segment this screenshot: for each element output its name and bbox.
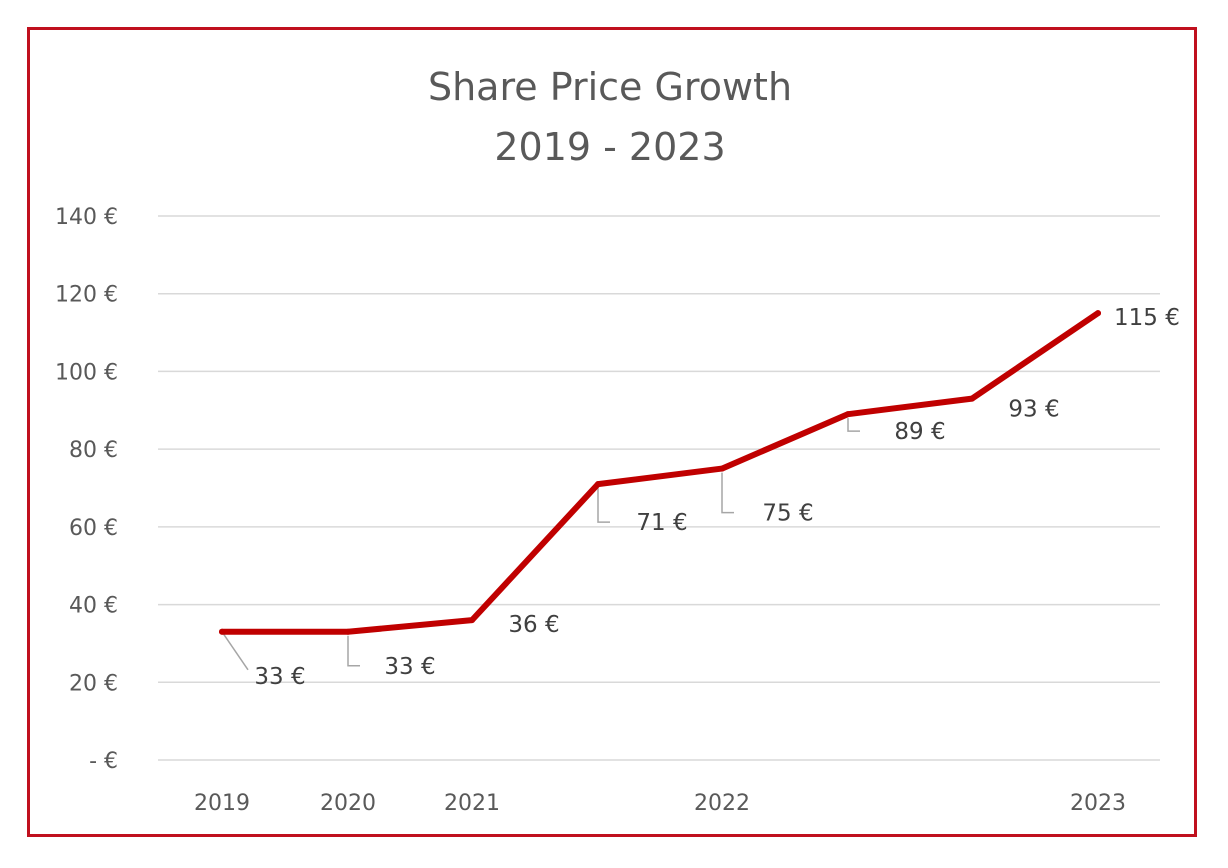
y-tick-label: 120 € (55, 283, 118, 308)
y-tick-label: 100 € (55, 360, 118, 385)
data-label: 71 € (636, 510, 687, 536)
y-axis-ticks: - € 20 € 40 € 60 € 80 € 100 € 120 € 140 € (55, 205, 118, 774)
data-label: 93 € (1008, 397, 1059, 423)
data-point (1095, 310, 1101, 317)
y-tick-label: 20 € (69, 671, 118, 696)
label-leader (847, 418, 860, 432)
data-label: 33 € (254, 664, 305, 690)
label-leader (347, 635, 360, 667)
y-tick-label: 140 € (55, 205, 118, 230)
y-tick-label: 80 € (69, 438, 118, 463)
data-labels: 33 € 33 € 36 € 71 € 75 € 89 € 93 € 115 € (254, 305, 1179, 690)
data-point (595, 481, 601, 488)
chart-subtitle: 2019 - 2023 (494, 125, 725, 169)
x-tick-label: 2022 (694, 791, 750, 816)
x-axis-ticks: 2019 2020 2021 2022 2023 (194, 791, 1126, 816)
y-tick-label: 40 € (69, 594, 118, 619)
gridlines (158, 215, 1160, 761)
data-point (845, 411, 851, 418)
series-line (219, 310, 1101, 635)
series (219, 310, 1101, 635)
x-tick-label: 2021 (444, 791, 500, 816)
data-label: 75 € (762, 501, 813, 527)
data-label: 36 € (508, 612, 559, 638)
label-leader (721, 472, 734, 514)
label-leader (597, 488, 610, 523)
data-point (969, 395, 975, 402)
chart-title: Share Price Growth (428, 65, 792, 109)
data-label: 115 € (1114, 305, 1180, 331)
x-tick-label: 2019 (194, 791, 250, 816)
data-point (345, 628, 351, 635)
data-label: 89 € (894, 419, 945, 445)
chart-frame (27, 27, 1197, 837)
data-point (469, 617, 475, 624)
data-point (719, 465, 725, 472)
y-tick-label: - € (89, 749, 118, 774)
label-leader (221, 631, 249, 671)
data-label-leaders (221, 418, 860, 671)
y-tick-label: 60 € (69, 516, 118, 541)
x-tick-label: 2020 (320, 791, 376, 816)
data-label: 33 € (384, 654, 435, 680)
x-tick-label: 2023 (1070, 791, 1126, 816)
data-point (219, 628, 225, 635)
